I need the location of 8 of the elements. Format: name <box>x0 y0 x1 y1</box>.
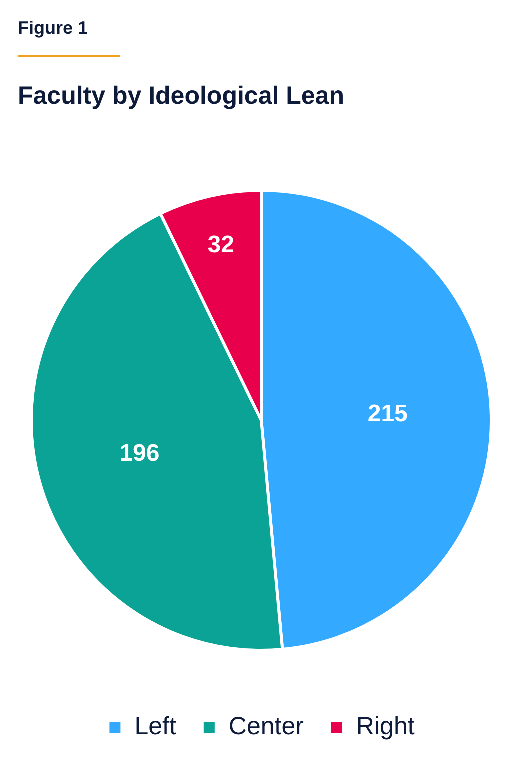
data-label: 196 <box>120 440 160 468</box>
legend-label: Right <box>356 712 415 740</box>
legend-label: Center <box>228 712 304 740</box>
data-label: 215 <box>368 400 408 428</box>
chart-title: Faculty by Ideological Lean <box>18 82 344 111</box>
legend-label: Left <box>134 712 176 740</box>
data-label: 32 <box>208 231 234 258</box>
caption: Figure 1 <box>18 18 88 39</box>
